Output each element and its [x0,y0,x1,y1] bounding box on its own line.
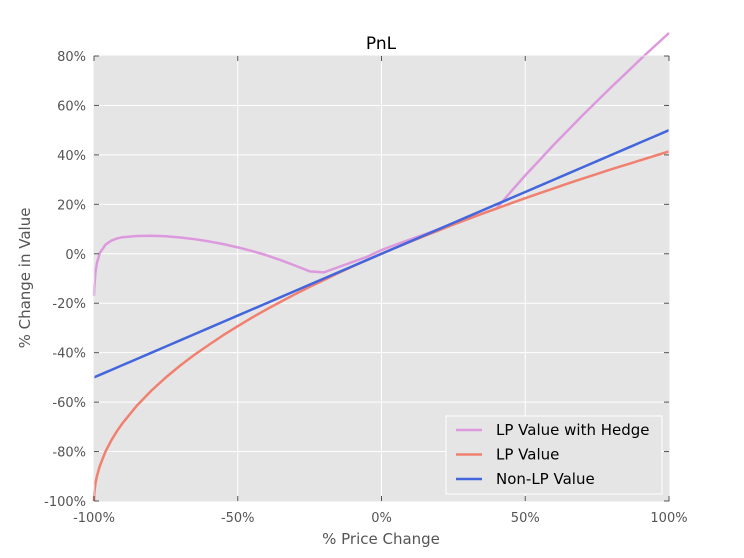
y-tick-label: 40% [57,149,86,164]
y-tick-label: -40% [52,347,86,362]
y-tick-label: 20% [57,198,86,213]
legend: LP Value with Hedge LP Value Non-LP Value [445,415,663,495]
chart-title: PnL [366,34,397,54]
x-tick-label: -100% [73,511,115,526]
y-tick-label: -80% [52,446,86,461]
x-tick-label: 0% [371,511,392,526]
x-tick-label: 50% [511,511,540,526]
y-tick-label: 80% [57,50,86,65]
x-tick-label: -50% [221,511,255,526]
y-tick-label: 60% [57,99,86,114]
legend-label-lp-value-with-hedge: LP Value with Hedge [496,421,650,439]
y-tick-label: 0% [65,248,86,263]
y-tick-label: -20% [52,297,86,312]
y-axis-label: % Change in Value [16,208,34,349]
x-axis-label: % Price Change [322,530,440,548]
legend-label-lp-value: LP Value [496,446,559,464]
series-line-lp-value-with-hedge [92,32,670,296]
x-tick-label: 100% [650,511,687,526]
axis-ticks: -100% -50% 0% 50% 100% -100% -80% -60% -40% -20% 0… [44,50,687,526]
legend-label-non-lp-value: Non-LP Value [496,470,595,488]
y-tick-label: -60% [52,396,86,411]
series-layer [92,32,670,502]
series-line-non-lp-value [93,129,670,379]
y-tick-label: -100% [44,495,86,510]
